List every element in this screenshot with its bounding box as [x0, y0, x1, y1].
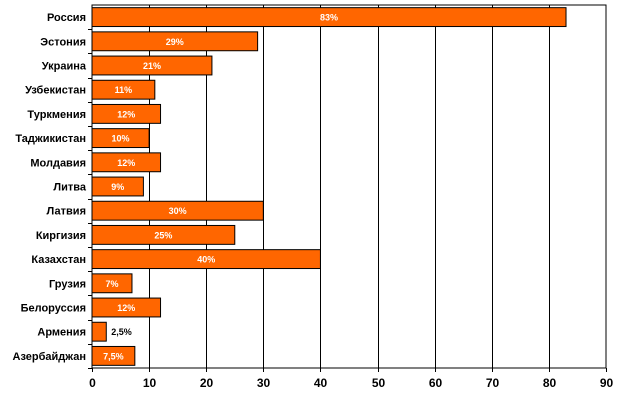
- x-tick-label: 20: [200, 376, 214, 390]
- data-label: 83%: [320, 13, 338, 23]
- bar-6: [91, 128, 150, 149]
- data-label: 2,5%: [111, 327, 132, 337]
- bar-12: [91, 273, 133, 294]
- category-label: Казахстан: [31, 254, 86, 266]
- bar-4: [91, 79, 156, 100]
- category-label: Узбекистан: [25, 85, 86, 97]
- bar-13: [91, 297, 162, 318]
- category-label: Литва: [53, 182, 86, 194]
- bar-9: [91, 200, 264, 221]
- data-label: 12%: [117, 303, 135, 313]
- data-label: 30%: [169, 206, 187, 216]
- category-label: Грузия: [49, 278, 86, 290]
- category-label: Туркмения: [27, 109, 86, 121]
- data-label: 10%: [112, 134, 130, 144]
- x-tick-label: 30: [257, 376, 271, 390]
- data-label: 9%: [111, 182, 124, 192]
- category-label: Армения: [37, 327, 86, 339]
- x-tick-label: 0: [89, 376, 96, 390]
- x-tick-label: 10: [143, 376, 157, 390]
- x-tick-label: 60: [429, 376, 443, 390]
- x-tick-label: 70: [486, 376, 500, 390]
- category-label: Эстония: [40, 36, 86, 48]
- data-label: 25%: [154, 230, 172, 240]
- bar-1: [91, 7, 567, 28]
- category-label: Россия: [47, 12, 86, 24]
- bar-8: [91, 176, 144, 197]
- bar-10: [91, 224, 236, 245]
- category-label: Киргизия: [36, 230, 86, 242]
- data-label: 40%: [197, 255, 215, 265]
- bar-2: [91, 31, 259, 52]
- data-label: 11%: [115, 85, 133, 95]
- data-label: 12%: [117, 109, 135, 119]
- bar-15: [91, 345, 136, 366]
- category-label: Украина: [42, 61, 87, 73]
- x-tick-label: 50: [372, 376, 386, 390]
- category-label: Молдавия: [30, 157, 86, 169]
- data-label: 12%: [117, 158, 135, 168]
- data-label: 21%: [143, 61, 161, 71]
- x-tick-label: 80: [543, 376, 557, 390]
- category-label: Азербайджан: [13, 351, 86, 363]
- data-label: 7,5%: [103, 351, 124, 361]
- bar-5: [91, 103, 162, 124]
- x-tick-label: 90: [600, 376, 614, 390]
- bar-11: [91, 249, 321, 270]
- data-label: 29%: [166, 37, 184, 47]
- category-label: Белоруссия: [21, 303, 86, 315]
- x-tick-label: 40: [314, 376, 328, 390]
- bar-14: [91, 321, 107, 342]
- category-label: Латвия: [47, 206, 86, 218]
- bar-3: [91, 55, 213, 76]
- category-label: Таджикистан: [15, 133, 86, 145]
- bar-7: [91, 152, 162, 173]
- data-label: 7%: [105, 279, 118, 289]
